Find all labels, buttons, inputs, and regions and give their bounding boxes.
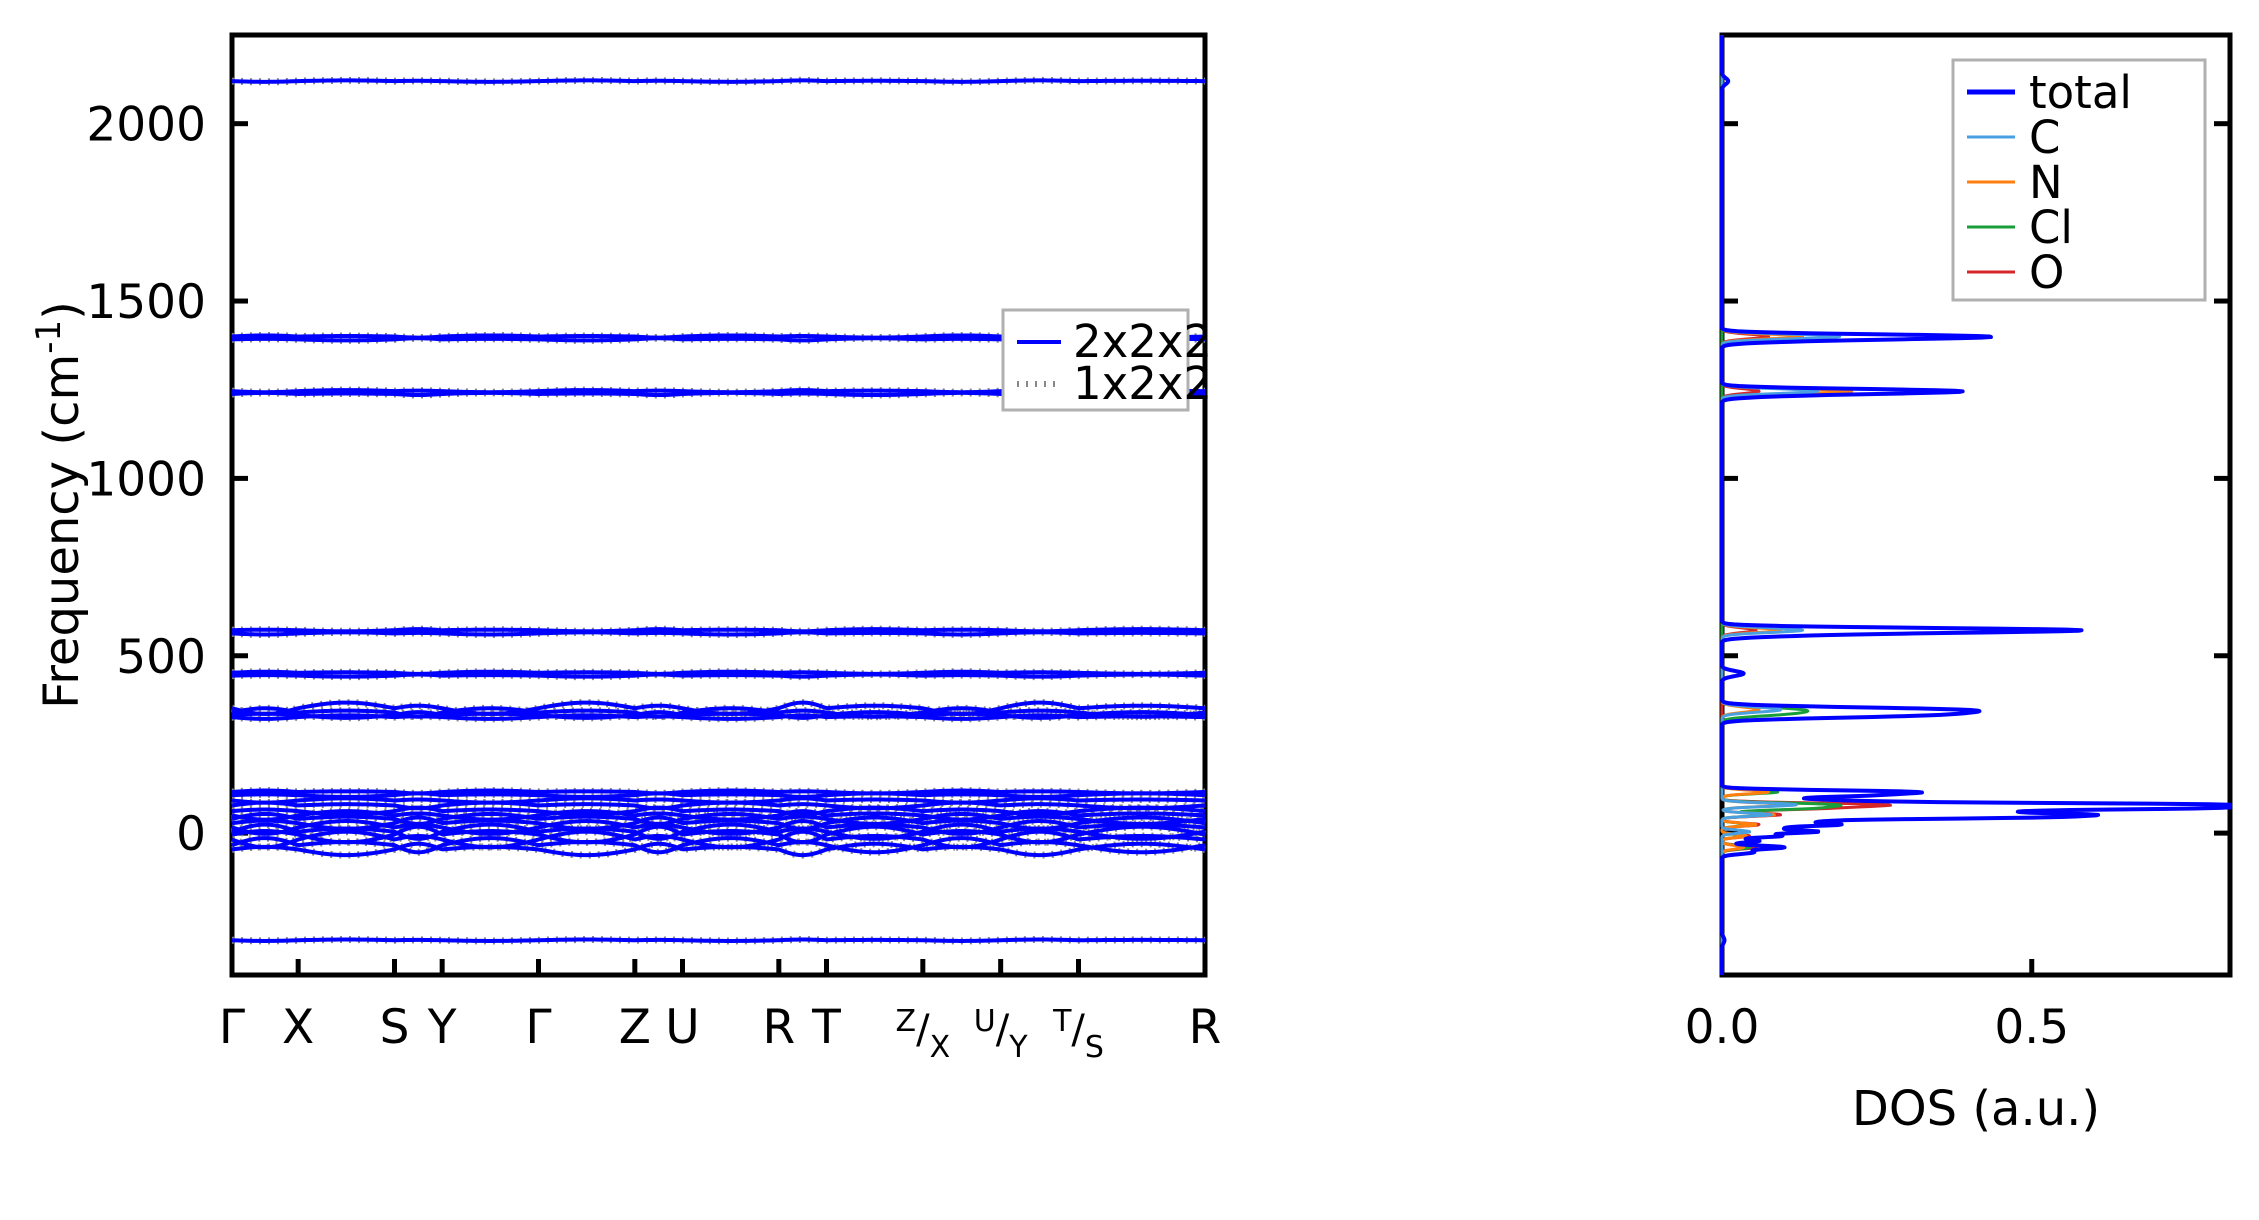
- dos-y-axis: [1722, 121, 2230, 836]
- x-tick-label-12: R: [1189, 1000, 1222, 1055]
- band-solid-band-m300: [231, 937, 1206, 943]
- bands-2x2x2: [231, 78, 1206, 943]
- y-axis-title-text: Frequency (cm-1): [29, 301, 90, 709]
- band-legend-label-1x2x2: 1x2x2: [1073, 357, 1212, 410]
- y-tick-label-2000: 2000: [86, 98, 206, 153]
- band-solid-band-18: [231, 819, 1206, 836]
- dos-x-axis-title: DOS (a.u.): [1852, 1081, 2100, 1137]
- dos-x-axis: 0.0 0.5: [1685, 959, 2069, 1055]
- dos-x-tick-label-0.0: 0.0: [1685, 1000, 1760, 1055]
- band-legend-box: [1001, 308, 1190, 412]
- band-solid-band-446: [231, 672, 1206, 679]
- band-legend-label-2x2x2: 2x2x2: [1073, 315, 1212, 368]
- dos-legend-label-C: C: [2029, 111, 2060, 164]
- band-solid-band-328: [231, 713, 1206, 721]
- band-solid-band-116: [231, 788, 1206, 796]
- x-tick-label-11: T/S: [1052, 1004, 1104, 1065]
- band-solid-band-566: [231, 630, 1206, 637]
- x-tick-label-6: U: [665, 1000, 699, 1055]
- dos-legend-label-Cl: Cl: [2029, 201, 2073, 254]
- band-solid-band-452: [231, 669, 1206, 676]
- band-solid-band-40: [231, 811, 1206, 826]
- x-tick-label-8: T: [811, 1000, 841, 1055]
- band-solid-band-2120: [231, 78, 1206, 84]
- dos-legend-label-total: total: [2029, 66, 2132, 119]
- band-y-axis: 2000 1500 1000 500 0: [86, 98, 248, 862]
- band-solid-band-m32: [231, 836, 1206, 855]
- dos-legend-label-N: N: [2029, 156, 2063, 209]
- band-solid-band-78: [231, 800, 1206, 811]
- x-tick-label-2: S: [380, 1000, 410, 1055]
- dos-legend-box: [1951, 58, 2207, 302]
- y-tick-label-1000: 1000: [86, 452, 206, 507]
- band-solid-band-6: [231, 822, 1206, 841]
- x-tick-label-9: Z/X: [896, 1004, 951, 1065]
- dos-x-tick-label-0.5: 0.5: [1994, 1000, 2069, 1055]
- x-tick-label-1: X: [282, 1000, 314, 1055]
- x-tick-label-5: Z: [619, 1000, 651, 1055]
- dos-curves: [1720, 33, 2232, 977]
- band-x-axis: Γ X S Y Γ Z U R T Z/XU/YT/S R: [219, 959, 1221, 1065]
- y-tick-label-0: 0: [176, 807, 206, 862]
- x-tick-label-10: U/Y: [974, 1004, 1028, 1065]
- x-tick-label-0: Γ: [219, 1000, 245, 1055]
- y-tick-label-500: 500: [116, 630, 206, 685]
- band-solid-band-333: [231, 710, 1206, 720]
- x-tick-label-3: Y: [427, 1000, 457, 1055]
- dos-curve-total: [1720, 33, 2232, 977]
- y-axis-title: Frequency (cm-1): [29, 301, 90, 709]
- x-tick-label-4: Γ: [525, 1000, 551, 1055]
- x-tick-label-7: R: [762, 1000, 795, 1055]
- band-solid-band-342: [231, 706, 1206, 719]
- dos-x-axis-title-text: DOS (a.u.): [1852, 1081, 2100, 1137]
- band-solid-band-m46: [231, 841, 1206, 858]
- band-solid-band-62: [231, 805, 1206, 817]
- y-tick-label-1500: 1500: [86, 275, 206, 330]
- dos-legend-label-O: O: [2029, 246, 2064, 299]
